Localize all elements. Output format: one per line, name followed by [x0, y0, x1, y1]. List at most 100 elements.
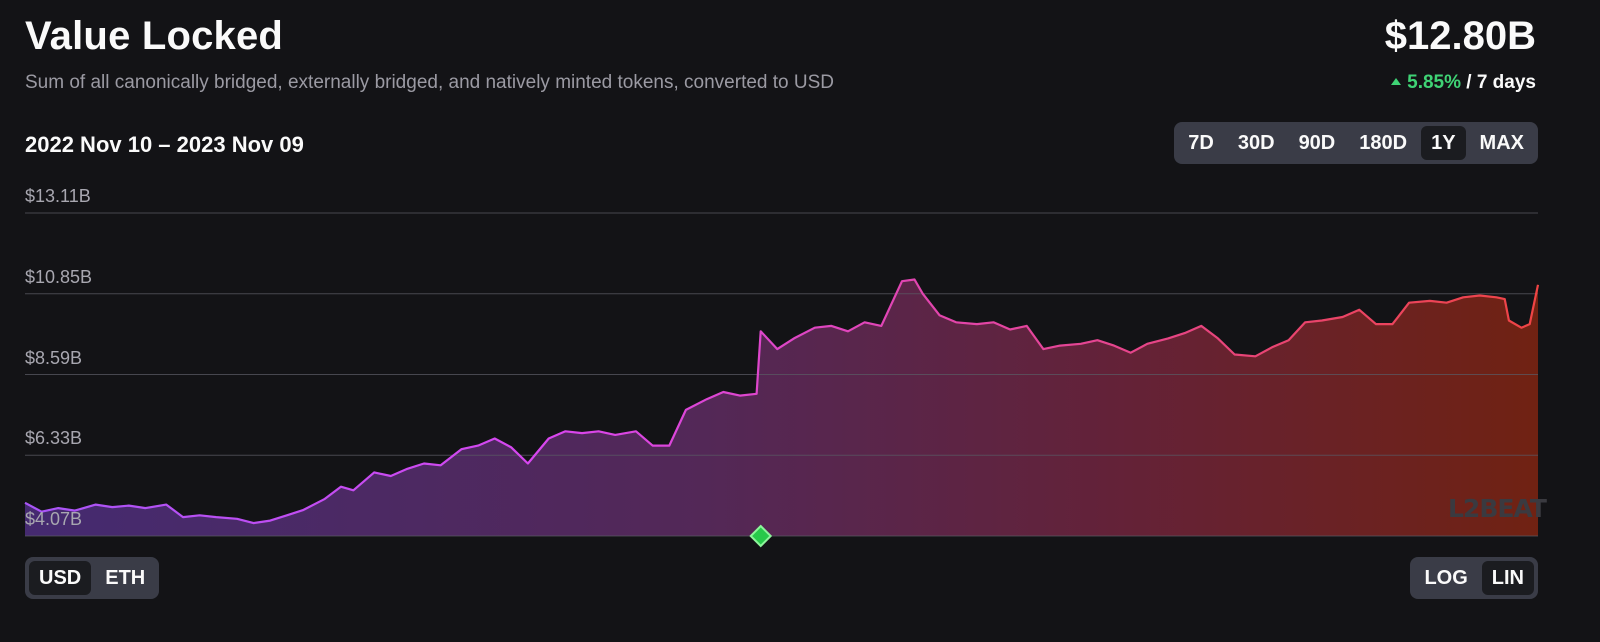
data-point	[390, 475, 392, 477]
data-point	[323, 498, 325, 500]
y-axis-tick-label: $4.07B	[25, 509, 83, 529]
data-point	[739, 395, 741, 397]
data-point	[494, 438, 496, 440]
l2beat-watermark-logo: L2BEAT	[1448, 494, 1547, 523]
data-point	[1496, 296, 1498, 298]
data-point	[760, 330, 762, 332]
data-point	[1234, 354, 1236, 356]
data-point	[1479, 295, 1481, 297]
change-period: / 7 days	[1466, 72, 1536, 93]
data-point	[939, 314, 941, 316]
data-point	[1375, 323, 1377, 325]
data-point	[598, 430, 600, 432]
unit-usd-button[interactable]: USD	[29, 561, 92, 595]
data-point	[1520, 327, 1522, 329]
change-indicator: 5.85% / 7 days	[1391, 72, 1536, 94]
data-point	[1113, 345, 1115, 347]
data-point	[373, 472, 375, 474]
y-axis-tick-label: $10.85B	[25, 266, 93, 287]
range-90d-button[interactable]: 90D	[1298, 132, 1336, 154]
data-point	[440, 464, 442, 466]
range-7d-button[interactable]: 7D	[1188, 132, 1214, 154]
data-point	[407, 468, 409, 470]
range-max-button[interactable]: MAX	[1479, 132, 1524, 154]
data-point	[24, 502, 26, 504]
data-point	[165, 504, 167, 506]
scale-selector: LOG LIN	[1410, 557, 1538, 599]
data-point	[976, 323, 978, 325]
data-point	[1504, 298, 1506, 300]
data-point	[1537, 284, 1539, 286]
data-point	[776, 348, 778, 350]
unit-selector: USD ETH	[25, 557, 160, 599]
total-value: $12.80B	[1384, 14, 1536, 58]
data-point	[1042, 348, 1044, 350]
data-point	[922, 293, 924, 295]
data-point	[1446, 302, 1448, 304]
unit-eth-button[interactable]: ETH	[105, 567, 146, 589]
data-point	[1342, 316, 1344, 318]
scale-lin-button[interactable]: LIN	[1481, 561, 1534, 595]
data-point	[145, 507, 147, 509]
data-point	[830, 325, 832, 327]
data-point	[685, 409, 687, 411]
data-point	[1200, 325, 1202, 327]
data-point	[793, 338, 795, 340]
data-point	[111, 506, 113, 508]
data-point	[1304, 321, 1306, 323]
page-subtitle: Sum of all canonically bridged, external…	[25, 72, 834, 93]
page-title: Value Locked	[25, 14, 284, 58]
data-point	[1408, 302, 1410, 304]
data-point	[581, 432, 583, 434]
data-point	[199, 514, 201, 516]
data-point	[901, 280, 903, 282]
data-point	[1288, 339, 1290, 341]
data-point	[1254, 355, 1256, 357]
data-point	[182, 516, 184, 518]
data-point	[1146, 343, 1148, 345]
data-point	[1271, 346, 1273, 348]
up-triangle-icon	[1391, 78, 1402, 85]
data-point	[352, 489, 354, 491]
data-point	[1429, 300, 1431, 302]
data-point	[423, 463, 425, 465]
data-point	[756, 393, 758, 395]
data-point	[253, 522, 255, 524]
data-point	[1184, 332, 1186, 334]
range-30d-button[interactable]: 30D	[1237, 132, 1275, 154]
data-point	[1358, 309, 1360, 311]
data-point	[1130, 352, 1132, 354]
scale-log-button[interactable]: LOG	[1424, 567, 1468, 589]
value-area	[25, 279, 1538, 536]
data-point	[215, 516, 217, 518]
range-1y-button[interactable]: 1Y	[1421, 126, 1466, 160]
data-point	[847, 330, 849, 332]
data-point	[1392, 323, 1394, 325]
data-point	[1321, 320, 1323, 322]
data-point	[722, 391, 724, 393]
data-point	[993, 321, 995, 323]
range-180d-button[interactable]: 180D	[1359, 132, 1408, 154]
y-axis-tick-label: $13.11B	[25, 186, 91, 206]
data-point	[95, 504, 97, 506]
change-percent: 5.85%	[1407, 72, 1461, 93]
data-point	[1217, 338, 1219, 340]
data-point	[864, 321, 866, 323]
data-point	[1508, 320, 1510, 322]
data-point	[1026, 325, 1028, 327]
data-point	[1167, 338, 1169, 340]
time-range-selector: 7D 30D 90D 180D 1Y MAX	[1174, 122, 1538, 164]
data-point	[340, 486, 342, 488]
data-point	[510, 446, 512, 448]
event-marker-diamond[interactable]	[749, 524, 773, 548]
data-point	[564, 430, 566, 432]
y-axis-tick-label: $6.33B	[25, 428, 83, 449]
data-point	[527, 463, 529, 465]
data-point	[303, 509, 305, 511]
data-point	[1097, 339, 1099, 341]
data-point	[548, 438, 550, 440]
data-point	[652, 445, 654, 447]
data-point	[706, 398, 708, 400]
data-point	[814, 327, 816, 329]
